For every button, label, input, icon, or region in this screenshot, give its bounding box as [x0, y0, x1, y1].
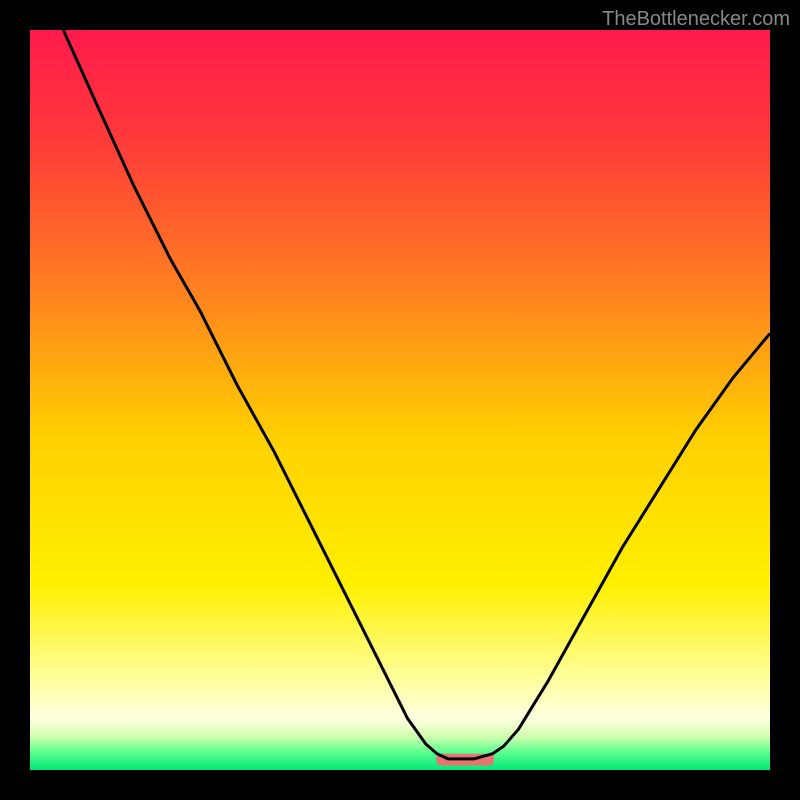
watermark-text: TheBottlenecker.com	[602, 8, 790, 31]
chart-container	[30, 30, 770, 770]
bottleneck-chart	[30, 30, 770, 770]
chart-background	[30, 30, 770, 770]
